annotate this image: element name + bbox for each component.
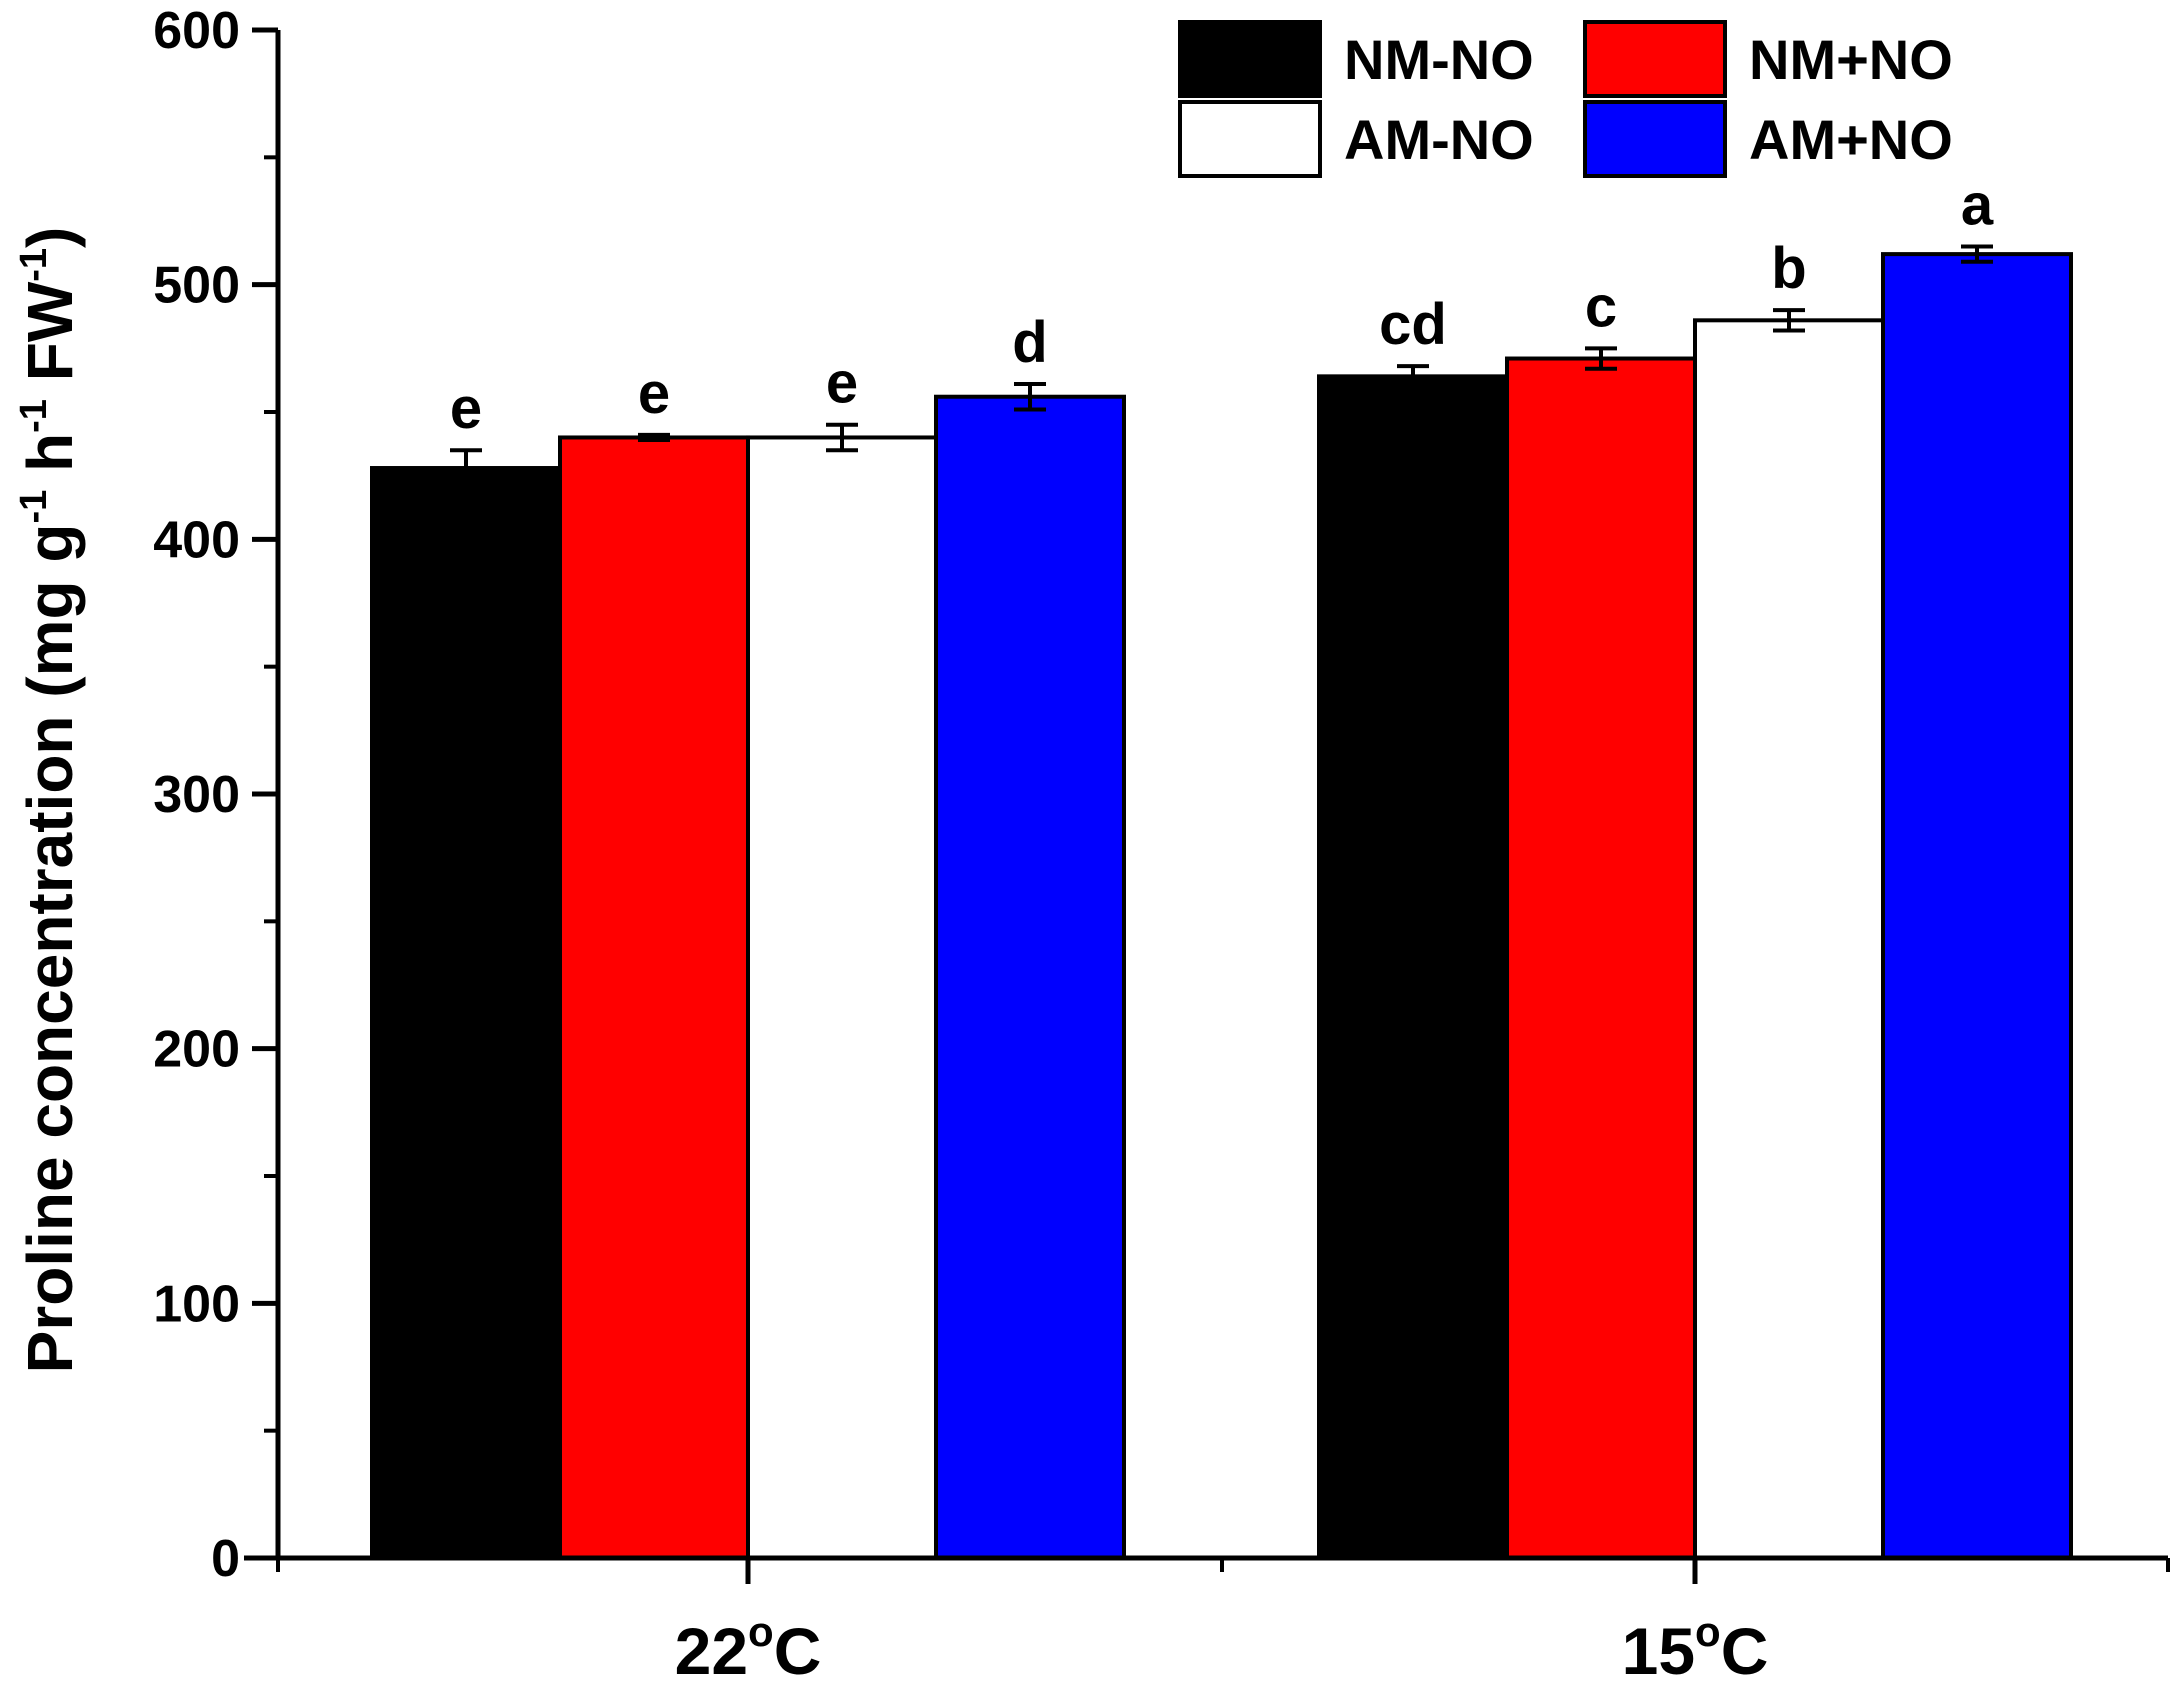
bar-AM-NO <box>1693 318 1885 1561</box>
legend-swatch-NM-NO <box>1178 20 1322 98</box>
bar-NM-NO <box>1317 374 1509 1560</box>
legend-label-AM+NO: AM+NO <box>1749 108 1953 171</box>
x-ticks: 22oC 15oC <box>276 1558 2170 1685</box>
x-category-label: 22oC <box>675 1608 822 1685</box>
bar-AM-NO <box>746 435 938 1560</box>
y-tick-label: 0 <box>211 1530 240 1588</box>
significance-letter: e <box>638 361 670 426</box>
x-category-label: 15oC <box>1622 1608 1769 1685</box>
error-bars-layer <box>450 244 1993 488</box>
significance-letter: a <box>1961 172 1994 237</box>
y-tick-label: 500 <box>153 257 240 315</box>
legend-swatch-AM-NO <box>1178 100 1322 178</box>
bar-NM+NO <box>1505 356 1697 1560</box>
bar-NM-NO <box>370 466 562 1561</box>
y-axis-label: Proline concentration (mg g-1 h-1 FW-1) <box>13 227 86 1374</box>
legend-label-NM-NO: NM-NO <box>1344 28 1534 91</box>
y-tick-label: 100 <box>153 1275 240 1333</box>
y-tick-label: 200 <box>153 1021 240 1079</box>
legend-label-AM-NO: AM-NO <box>1344 108 1534 171</box>
y-tick-label: 300 <box>153 766 240 824</box>
y-tick-label: 600 <box>153 2 240 60</box>
y-ticks: 0 100 200 300 400 500 600 <box>153 2 278 1588</box>
legend: NM-NO NM+NO AM-NO AM+NO <box>1178 20 1953 178</box>
significance-letters-layer: e cd e c e b d a <box>450 172 1994 441</box>
bar-NM+NO <box>558 435 750 1560</box>
bar-AM+NO <box>934 394 1126 1561</box>
bar-AM+NO <box>1881 252 2073 1560</box>
legend-swatch-AM+NO <box>1583 100 1727 178</box>
significance-letter: e <box>450 376 482 441</box>
significance-letter: e <box>826 351 858 416</box>
significance-letter: d <box>1012 310 1047 375</box>
legend-swatch-NM+NO <box>1583 20 1727 98</box>
significance-letter: c <box>1585 274 1617 339</box>
significance-letter: b <box>1771 236 1806 301</box>
significance-letter: cd <box>1379 292 1447 357</box>
y-tick-label: 400 <box>153 511 240 569</box>
legend-label-NM+NO: NM+NO <box>1749 28 1953 91</box>
bars-layer <box>370 252 2073 1561</box>
